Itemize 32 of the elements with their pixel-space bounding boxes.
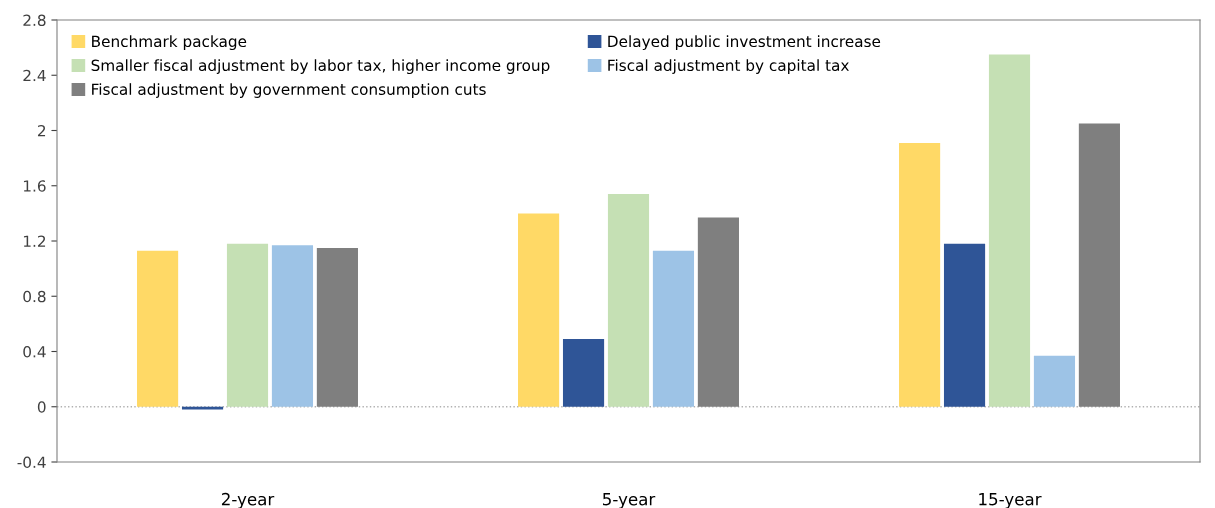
x-tick-label: 15-year [979, 493, 1042, 508]
legend-label: Fiscal adjustment by capital tax [608, 59, 849, 75]
bar [562, 339, 605, 407]
y-tick-label: 0.4 [23, 345, 46, 358]
legend-label: Delayed public investment increase [608, 35, 881, 51]
bar [899, 142, 941, 407]
bar [697, 217, 739, 407]
x-tick-label: 2-year [221, 492, 275, 508]
bar [181, 406, 224, 410]
y-tick-label: -0.4 [17, 456, 46, 469]
bar [1078, 123, 1120, 407]
legend-label: Benchmark package [92, 35, 247, 51]
bar [652, 250, 695, 407]
legend-label: Smaller fiscal adjustment by labor tax, higher income group [91, 59, 550, 75]
x-tick-label: 5-year [603, 493, 656, 508]
bar [518, 213, 560, 407]
y-tick-label: 1.6 [23, 180, 46, 192]
bar [316, 247, 358, 407]
bar [137, 250, 179, 407]
bar [226, 243, 269, 407]
bar [607, 194, 650, 407]
y-tick-label: 2.4 [23, 69, 46, 82]
bar [271, 245, 314, 407]
y-tick-label: 0.8 [23, 290, 46, 303]
bar [1033, 355, 1076, 407]
y-tick-label: 0 [37, 401, 46, 413]
y-tick-label: 2.8 [23, 14, 46, 27]
legend-label: Fiscal adjustment by government consumption cuts [92, 83, 486, 98]
bar [988, 54, 1031, 407]
y-tick-label: 1.2 [23, 235, 46, 247]
bar [943, 243, 986, 407]
y-tick-label: 2 [37, 124, 46, 137]
